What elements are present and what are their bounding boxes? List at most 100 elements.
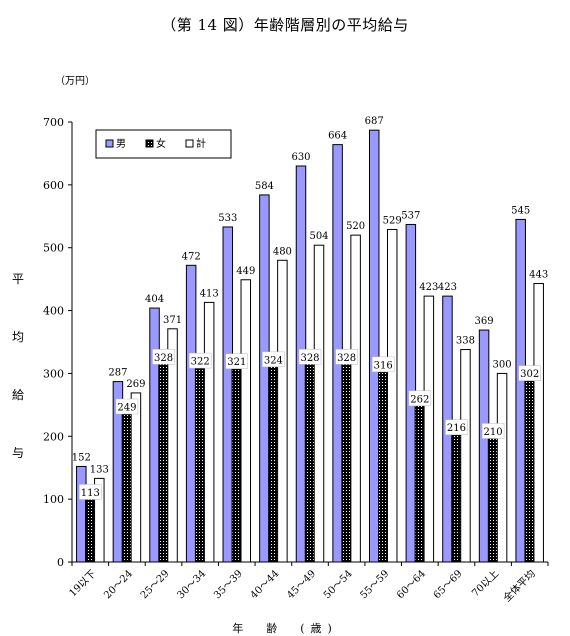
bar-計-30～34 — [203, 301, 215, 563]
data-label-box — [518, 365, 541, 381]
y-tick-label: 500 — [43, 242, 64, 255]
y-unit-label: （万円） — [55, 76, 95, 87]
data-label-男: 533 — [218, 213, 237, 224]
x-tick-label: 25～29 — [139, 568, 172, 601]
data-label-男: 472 — [182, 251, 201, 262]
bar-男-全体平均 — [515, 218, 526, 563]
legend-swatch — [185, 139, 194, 148]
data-label-box — [152, 349, 175, 365]
x-tick-label: 60～64 — [395, 568, 428, 601]
y-axis-label-char: 平 — [11, 272, 24, 286]
x-tick-label: 20～24 — [102, 568, 135, 601]
bar-女-20～24 — [121, 404, 133, 563]
x-tick-label: 65～69 — [432, 568, 465, 601]
data-label-計: 480 — [273, 246, 292, 257]
data-label-女: 324 — [264, 355, 283, 366]
data-label-計: 371 — [163, 315, 182, 326]
data-label-box — [481, 423, 505, 439]
data-label-女: 316 — [374, 360, 393, 371]
data-label-男: 369 — [475, 316, 494, 327]
data-label-男: 423 — [438, 282, 457, 293]
bar-計-20～24 — [130, 392, 142, 563]
x-tick-label: 40～44 — [249, 568, 282, 601]
x-tick-label: 全体平均 — [500, 567, 537, 604]
data-label-女: 216 — [447, 423, 466, 434]
bar-女-60～64 — [414, 396, 426, 563]
bar-計-19以下 — [94, 477, 105, 563]
bar-女-55～59 — [377, 362, 389, 563]
data-label-女: 328 — [337, 353, 356, 364]
chart-title: （第 14 図）年齢階層別の平均給与 — [161, 16, 409, 34]
bar-男-30～34 — [185, 264, 197, 563]
data-label-女: 302 — [520, 369, 539, 380]
bar-計-45～49 — [313, 244, 325, 563]
data-label-box — [188, 352, 212, 369]
bar-女-70以上 — [487, 429, 499, 563]
data-label-女: 328 — [300, 353, 319, 364]
y-axis-label-char: 給 — [11, 388, 24, 402]
data-label-box — [262, 351, 285, 368]
x-tick-label: 50～54 — [322, 568, 355, 601]
data-label-box — [335, 349, 358, 365]
bar-計-60～64 — [423, 295, 435, 563]
data-label-計: 413 — [200, 288, 219, 299]
legend-swatch — [145, 139, 154, 148]
bar-女-35～39 — [231, 359, 243, 563]
bar-女-30～34 — [194, 359, 206, 563]
bar-計-40～44 — [277, 259, 288, 563]
bar-男-70以上 — [478, 329, 490, 563]
y-tick-label: 0 — [57, 556, 64, 569]
data-label-計: 133 — [90, 464, 109, 475]
bar-男-25～29 — [149, 307, 160, 563]
bar-女-40～44 — [268, 357, 279, 563]
x-axis-label: 年 齢 (歳) — [232, 622, 338, 635]
x-tick-label: 55～59 — [359, 568, 392, 601]
data-label-男: 287 — [108, 368, 127, 379]
data-label-計: 338 — [456, 336, 475, 347]
data-label-box — [408, 390, 432, 407]
legend-label: 計 — [196, 137, 206, 150]
y-axis-label-char: 与 — [11, 446, 24, 460]
bar-女-全体平均 — [524, 371, 535, 563]
x-tick-label: 35～39 — [212, 568, 245, 601]
data-label-計: 520 — [346, 221, 365, 232]
data-label-女: 262 — [410, 394, 429, 405]
bar-女-50～54 — [341, 355, 352, 563]
data-label-計: 449 — [236, 266, 255, 277]
bar-計-65～69 — [460, 349, 471, 563]
bar-計-70以上 — [496, 372, 508, 563]
bar-計-25～29 — [167, 328, 178, 563]
data-label-box — [225, 353, 249, 369]
bar-女-19以下 — [85, 490, 96, 563]
y-tick-label: 700 — [43, 116, 64, 129]
y-tick-label: 400 — [43, 305, 64, 318]
y-axis-label-char: 均 — [11, 330, 24, 344]
data-label-男: 537 — [401, 210, 420, 221]
data-label-女: 322 — [191, 357, 210, 368]
data-label-計: 300 — [493, 359, 512, 370]
data-label-男: 404 — [145, 294, 164, 305]
x-tick-label: 70以上 — [470, 568, 502, 600]
bar-女-65～69 — [451, 425, 462, 563]
data-label-男: 630 — [291, 152, 310, 163]
bar-男-55～59 — [368, 129, 380, 563]
data-label-計: 529 — [383, 215, 402, 226]
y-tick-label: 200 — [43, 430, 64, 443]
x-tick-label: 19以下 — [68, 568, 99, 599]
legend-swatch — [105, 139, 114, 148]
y-tick-label: 100 — [43, 493, 64, 506]
x-tick-label: 45～49 — [285, 568, 318, 601]
legend-label: 男 — [116, 138, 126, 150]
legend-box — [95, 129, 232, 159]
bar-計-35～39 — [240, 279, 252, 563]
data-label-計: 423 — [419, 282, 438, 293]
bar-男-19以下 — [76, 465, 87, 563]
legend-label: 女 — [156, 137, 166, 150]
bar-計-55～59 — [386, 228, 398, 563]
data-label-計: 269 — [126, 379, 145, 390]
data-label-計: 443 — [529, 270, 548, 281]
bar-男-40～44 — [259, 194, 270, 563]
data-label-男: 584 — [255, 181, 274, 192]
bar-男-35～39 — [222, 226, 234, 563]
data-label-box — [79, 484, 102, 500]
